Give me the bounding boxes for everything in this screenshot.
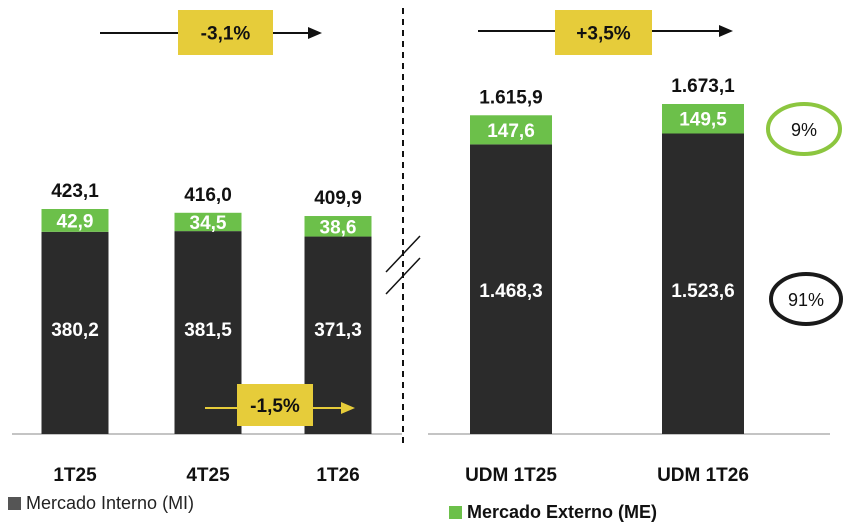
bar-mi-UDM 1T26	[662, 133, 744, 434]
share-circle-mi	[769, 272, 843, 326]
label-me-1T25: 42,9	[57, 211, 94, 232]
label-me-4T25: 34,5	[190, 213, 227, 234]
bar-me-1T25	[41, 209, 109, 232]
bar-mi-UDM 1T25	[470, 144, 552, 434]
x-tick-1T25: 1T25	[53, 465, 97, 486]
label-mi-UDM 1T26: 1.523,6	[671, 281, 734, 302]
label-me-UDM 1T26: 149,5	[679, 110, 727, 131]
badge-change-bottom-label: -1,5%	[250, 396, 300, 417]
bar-me-UDM 1T25	[470, 115, 552, 145]
badge-change-left-label: -3,1%	[201, 24, 251, 45]
legend-label-me: Mercado Externo (ME)	[467, 502, 658, 522]
label-mi-1T25: 380,2	[51, 320, 99, 341]
bar-me-4T25	[174, 212, 242, 232]
arrow-bottom-head	[341, 402, 355, 414]
badge-change-right-label: +3,5%	[576, 24, 631, 45]
legend-label-mi: Mercado Interno (MI)	[26, 493, 195, 513]
arrow-top-left-head	[308, 27, 322, 39]
total-1T25: 423,1	[51, 181, 99, 202]
total-UDM 1T26: 1.673,1	[671, 76, 735, 97]
bar-me-1T26	[304, 216, 372, 237]
share-circle-me	[766, 102, 842, 156]
arrow-top-right-head	[719, 25, 733, 37]
total-UDM 1T25: 1.615,9	[479, 87, 542, 108]
legend-item-me: Mercado Externo (ME)	[449, 502, 657, 523]
share-label-me: 9%	[791, 120, 817, 140]
share-label-mi: 91%	[788, 290, 824, 310]
bar-mi-1T25	[41, 231, 109, 434]
legend-item-mi: Mercado Interno (MI)	[8, 493, 194, 514]
bar-mi-1T26	[304, 236, 372, 434]
label-me-1T26: 38,6	[320, 217, 357, 238]
x-tick-4T25: 4T25	[186, 465, 230, 486]
x-tick-1T26: 1T26	[316, 465, 359, 486]
legend-swatch-me	[449, 506, 462, 519]
legend-swatch-mi	[8, 497, 21, 510]
badge-change-right	[555, 10, 652, 55]
badge-change-left	[178, 10, 273, 55]
label-me-UDM 1T25: 147,6	[487, 121, 535, 142]
axis-break-mark	[385, 257, 421, 295]
bar-mi-4T25	[174, 231, 242, 434]
bar-me-UDM 1T26	[662, 104, 744, 134]
badge-change-bottom	[237, 384, 313, 426]
label-mi-1T26: 371,3	[314, 320, 362, 341]
total-4T25: 416,0	[184, 185, 232, 206]
total-1T26: 409,9	[314, 188, 362, 209]
label-mi-4T25: 381,5	[184, 320, 232, 341]
x-tick-UDM 1T25: UDM 1T25	[465, 465, 557, 486]
axis-break-mark	[385, 235, 421, 273]
x-tick-UDM 1T26: UDM 1T26	[657, 465, 749, 486]
label-mi-UDM 1T25: 1.468,3	[479, 281, 542, 302]
